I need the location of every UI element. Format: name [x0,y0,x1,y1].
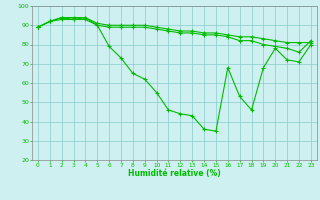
X-axis label: Humidité relative (%): Humidité relative (%) [128,169,221,178]
